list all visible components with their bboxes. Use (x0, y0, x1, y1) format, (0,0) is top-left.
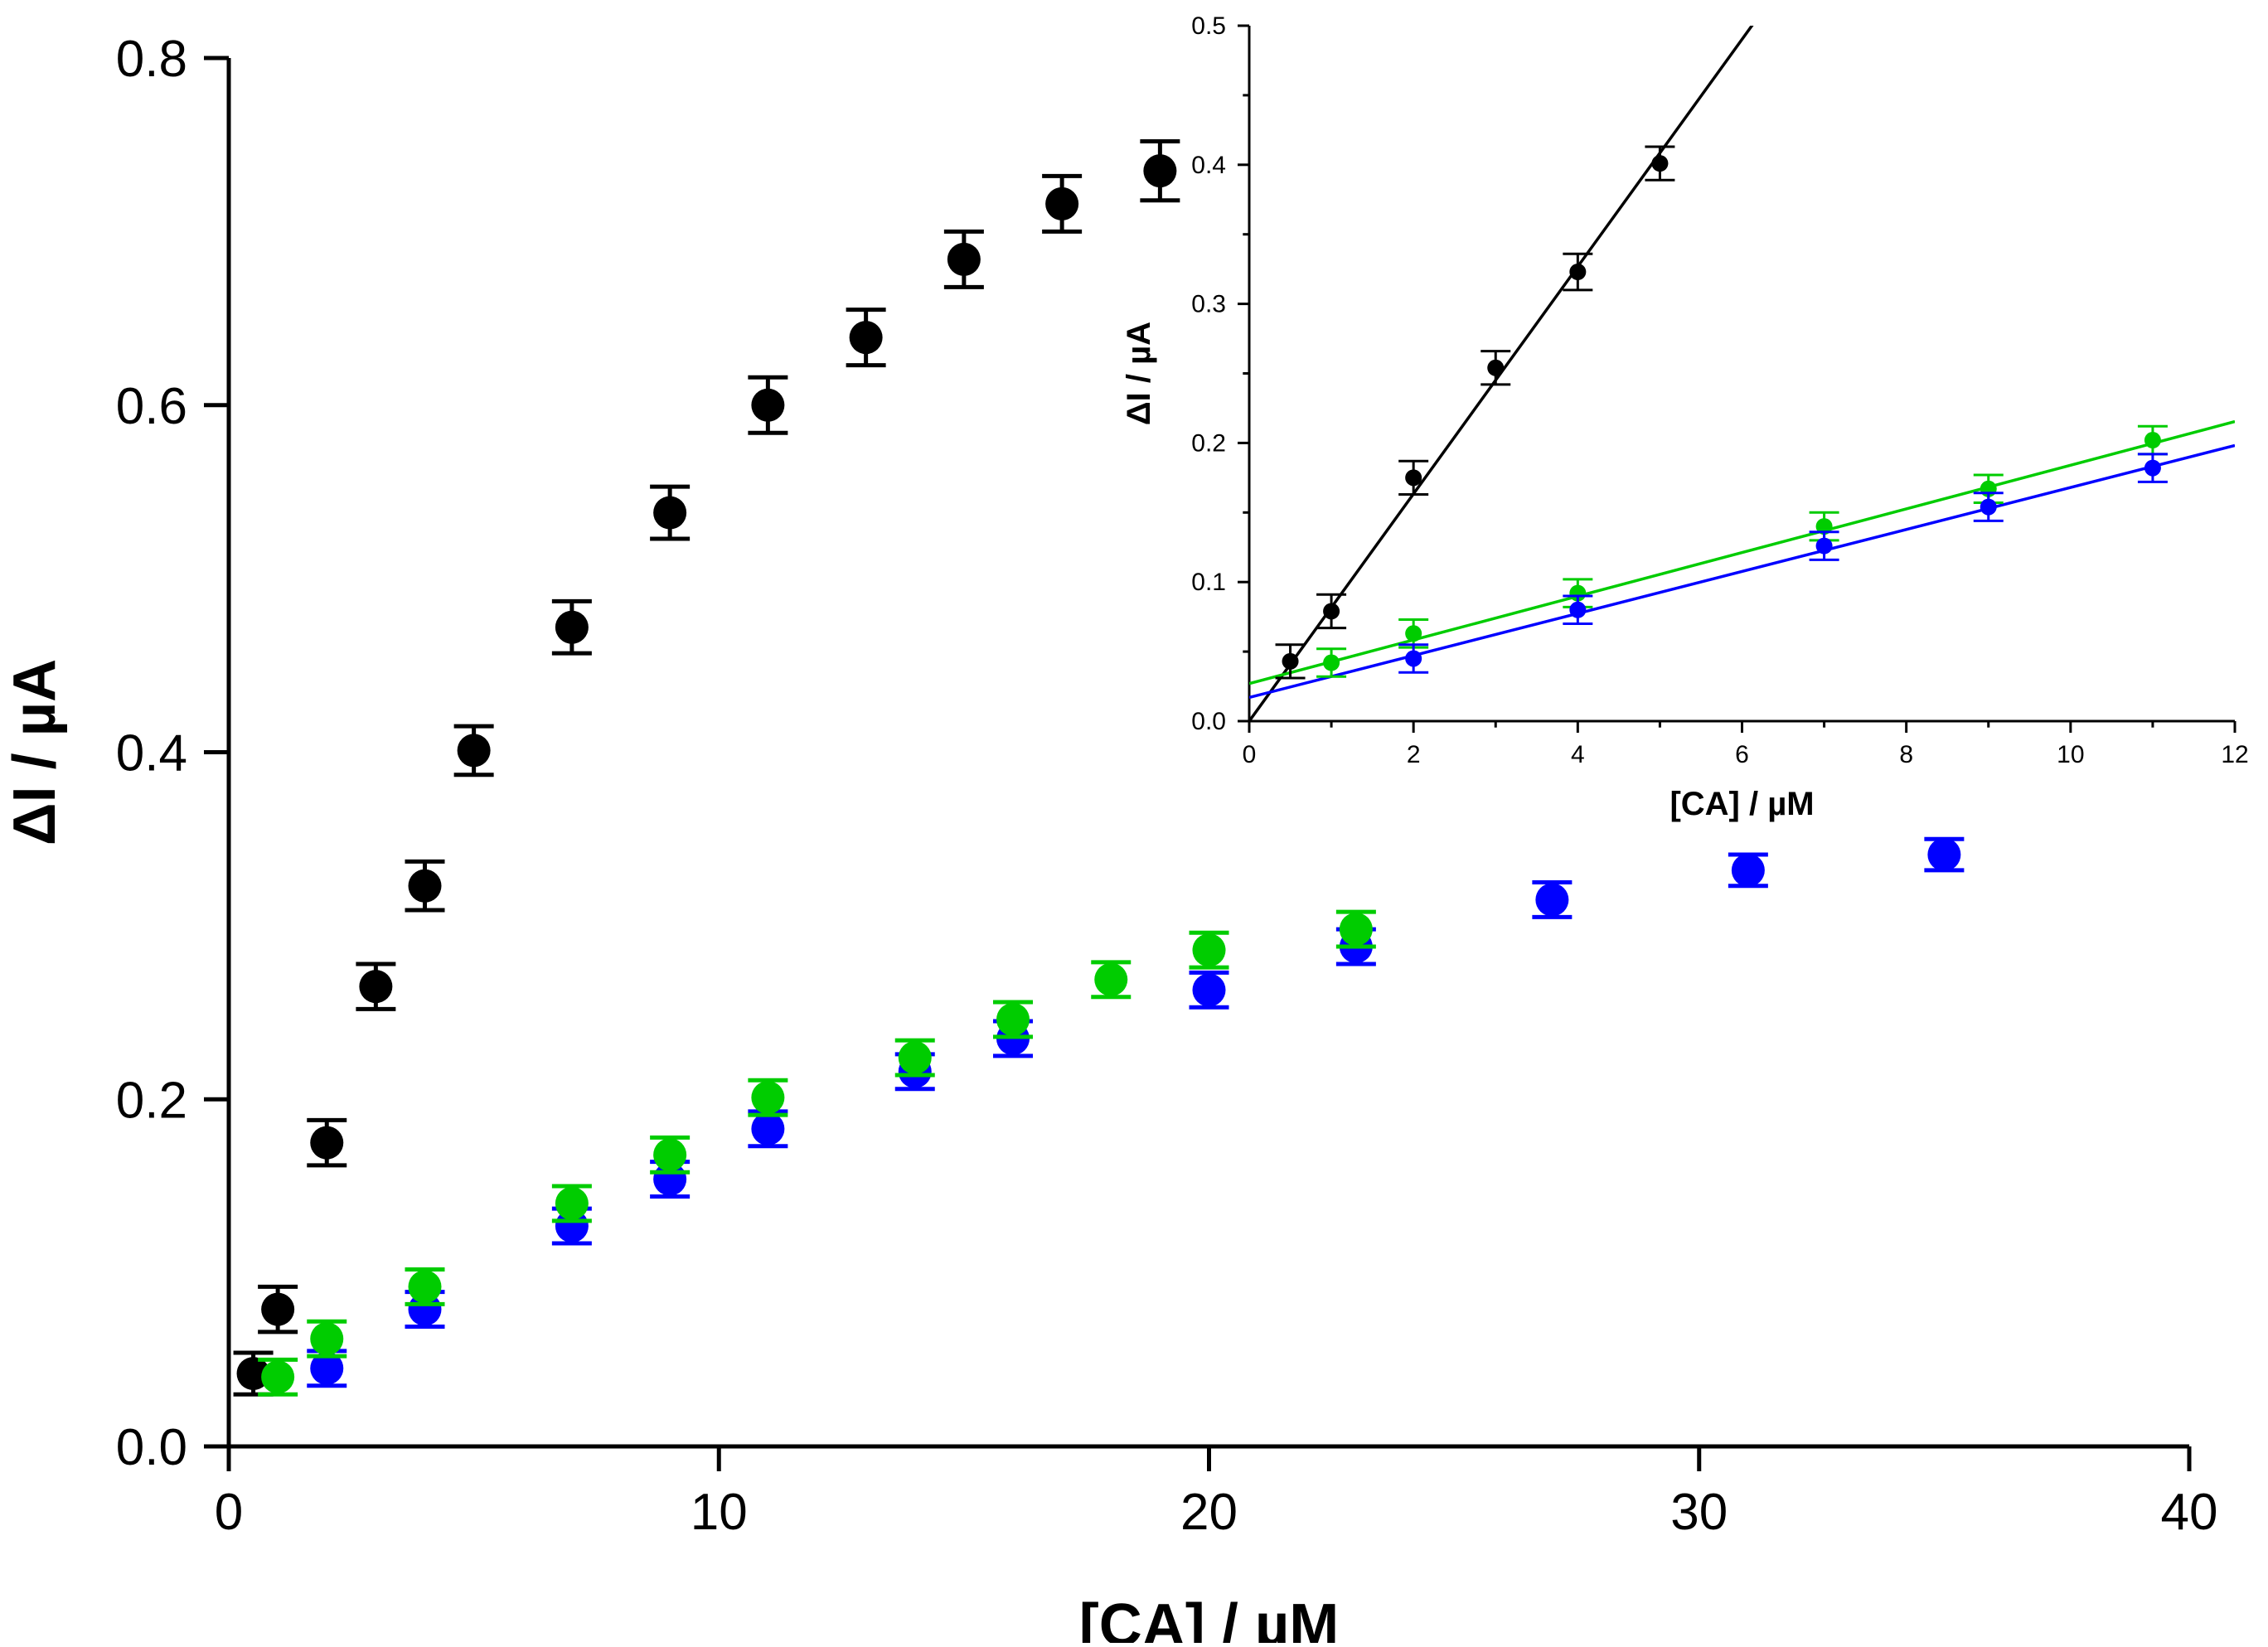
data-point-black (751, 388, 785, 422)
x-tick-label: 0 (215, 1484, 243, 1541)
data-point-black (1143, 154, 1177, 188)
data-point-blue (1192, 973, 1226, 1007)
y-axis-title: ΔI / µA (2, 659, 68, 845)
data-point-green (261, 1360, 295, 1394)
inset-plot: 0 2 4 6 8 10 12 0.0 0.1 0.2 0.3 0.4 0.5 [CA] / µM ΔI /… (1121, 12, 2249, 822)
data-point-green (408, 1270, 442, 1304)
data-point-black (1045, 186, 1079, 220)
data-point-black (1487, 359, 1505, 376)
x-tick-label: 2 (1407, 741, 1421, 768)
y-tick-label: 0.2 (1191, 429, 1226, 457)
data-point-black (849, 321, 883, 355)
data-point-black (261, 1292, 295, 1326)
data-point-green (1323, 654, 1340, 671)
data-point-green (898, 1041, 932, 1074)
x-tick-label: 10 (691, 1484, 748, 1541)
data-point-green (555, 1186, 589, 1220)
data-point-blue (1980, 498, 1997, 516)
data-point-black (653, 496, 687, 530)
x-tick-label: 8 (1899, 741, 1913, 768)
x-axis-title: [CA] / µM (1079, 1592, 1339, 1643)
y-tick-label: 0.6 (116, 378, 187, 435)
data-point-blue (1405, 650, 1422, 667)
x-tick-label: 12 (2221, 741, 2248, 768)
data-point-blue (2144, 459, 2161, 477)
data-point-black (457, 734, 491, 768)
y-tick-label: 0.4 (116, 725, 187, 782)
data-point-blue (1731, 853, 1765, 887)
y-axis-title: ΔI / µA (1121, 322, 1157, 425)
data-point-green (1815, 518, 1833, 535)
data-point-black (236, 1357, 270, 1391)
x-tick-label: 10 (2057, 741, 2084, 768)
y-tick-label: 0.0 (116, 1419, 187, 1476)
fit-line-blue (1249, 443, 2235, 700)
x-tick-label: 4 (1571, 741, 1585, 768)
x-tick-label: 40 (2161, 1484, 2218, 1541)
data-point-green (653, 1138, 687, 1172)
data-point-black (1569, 264, 1587, 281)
data-point-blue (1535, 883, 1569, 917)
data-point-black (1651, 155, 1669, 172)
data-point-black (1323, 603, 1340, 620)
x-tick-label: 30 (1670, 1484, 1728, 1541)
data-point-blue (1569, 601, 1587, 618)
data-point-blue (1927, 838, 1961, 872)
x-tick-label: 6 (1735, 741, 1749, 768)
data-point-blue (1815, 537, 1833, 555)
data-point-black (310, 1126, 344, 1160)
y-tick-label: 0.8 (116, 31, 187, 88)
y-tick-label: 0.2 (116, 1072, 187, 1129)
data-point-green (1094, 962, 1128, 996)
y-tick-label: 0.5 (1191, 12, 1226, 40)
fit-line-green (1249, 419, 2235, 685)
data-point-black (1405, 469, 1422, 487)
y-tick-label: 0.3 (1191, 291, 1226, 318)
data-point-black (408, 869, 442, 903)
data-point-green (751, 1081, 785, 1115)
x-axis-title: [CA] / µM (1670, 786, 1814, 822)
data-point-black (947, 242, 981, 276)
data-point-black (359, 970, 393, 1004)
data-point-green (310, 1322, 344, 1356)
x-tick-label: 0 (1243, 741, 1257, 768)
fit-line-black (1249, 26, 1754, 721)
data-point-green (1405, 625, 1422, 642)
data-point-green (996, 1002, 1030, 1036)
y-tick-label: 0.1 (1191, 569, 1226, 596)
data-point-blue (751, 1112, 785, 1146)
x-tick-label: 20 (1180, 1484, 1238, 1541)
data-point-green (1192, 933, 1226, 967)
data-point-blue (310, 1351, 344, 1385)
y-tick-label: 0.0 (1191, 708, 1226, 735)
data-point-green (1569, 584, 1587, 602)
y-tick-label: 0.4 (1191, 152, 1226, 179)
data-point-black (1282, 652, 1299, 670)
data-point-black (555, 610, 589, 644)
data-point-green (1339, 913, 1373, 947)
data-point-green (2144, 432, 2161, 449)
